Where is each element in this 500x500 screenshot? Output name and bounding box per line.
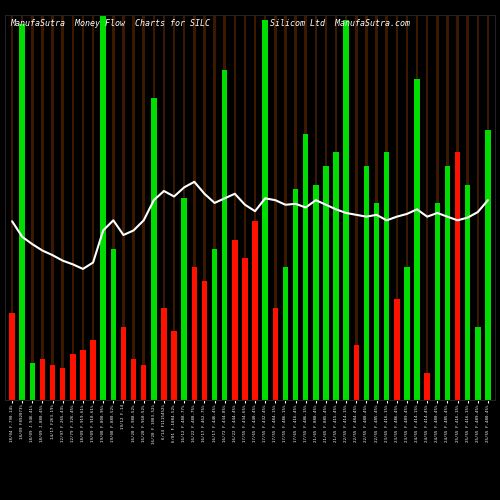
Bar xyxy=(376,15,378,400)
Bar xyxy=(476,15,479,400)
Bar xyxy=(172,332,177,400)
Bar xyxy=(485,130,490,400)
Bar xyxy=(214,15,216,400)
Bar xyxy=(52,15,54,400)
Bar xyxy=(374,203,380,400)
Bar xyxy=(274,15,276,400)
Bar xyxy=(334,152,339,400)
Bar xyxy=(314,15,317,400)
Bar xyxy=(161,308,166,400)
Bar xyxy=(242,258,248,400)
Bar xyxy=(466,15,469,400)
Bar xyxy=(82,15,84,400)
Bar xyxy=(142,15,145,400)
Bar xyxy=(406,15,408,400)
Bar xyxy=(50,365,56,400)
Bar xyxy=(335,15,338,400)
Bar xyxy=(303,134,308,400)
Bar xyxy=(414,79,420,400)
Bar xyxy=(436,15,438,400)
Bar xyxy=(456,15,459,400)
Bar xyxy=(152,15,155,400)
Bar xyxy=(90,340,96,400)
Bar xyxy=(222,70,228,400)
Bar xyxy=(264,15,266,400)
Bar xyxy=(396,15,398,400)
Bar xyxy=(92,15,94,400)
Bar xyxy=(486,15,489,400)
Bar xyxy=(193,15,196,400)
Bar xyxy=(446,15,448,400)
Bar xyxy=(293,189,298,400)
Bar xyxy=(100,15,106,400)
Bar xyxy=(173,15,176,400)
Bar xyxy=(11,15,14,400)
Bar xyxy=(80,350,86,400)
Bar xyxy=(465,184,470,400)
Text: ManufaSutra  Money Flow  Charts for SILC: ManufaSutra Money Flow Charts for SILC xyxy=(10,19,210,28)
Bar xyxy=(244,15,246,400)
Bar xyxy=(384,152,390,400)
Bar xyxy=(394,299,400,400)
Bar xyxy=(444,166,450,400)
Bar xyxy=(224,15,226,400)
Bar xyxy=(416,15,418,400)
Bar xyxy=(162,15,165,400)
Bar xyxy=(21,15,24,400)
Bar xyxy=(424,372,430,400)
Bar xyxy=(323,166,328,400)
Bar xyxy=(202,281,207,400)
Bar xyxy=(72,15,74,400)
Bar xyxy=(112,15,114,400)
Bar xyxy=(434,203,440,400)
Bar xyxy=(324,15,327,400)
Bar xyxy=(455,152,460,400)
Bar xyxy=(203,15,205,400)
Bar xyxy=(284,15,286,400)
Bar xyxy=(20,24,25,400)
Bar xyxy=(232,240,237,400)
Bar xyxy=(365,15,368,400)
Bar xyxy=(151,98,156,400)
Bar xyxy=(426,15,428,400)
Bar xyxy=(344,20,349,400)
Bar xyxy=(120,326,126,400)
Text: Silicom Ltd  ManufaSutra.com: Silicom Ltd ManufaSutra.com xyxy=(270,19,410,28)
Bar xyxy=(475,326,480,400)
Bar xyxy=(31,15,34,400)
Bar xyxy=(355,15,358,400)
Bar xyxy=(182,198,187,400)
Bar xyxy=(122,15,124,400)
Bar xyxy=(386,15,388,400)
Bar xyxy=(30,364,35,400)
Bar xyxy=(102,15,104,400)
Bar xyxy=(354,345,359,400)
Bar xyxy=(10,313,15,400)
Bar xyxy=(62,15,64,400)
Bar xyxy=(272,308,278,400)
Bar xyxy=(110,249,116,400)
Bar xyxy=(192,267,197,400)
Bar xyxy=(262,20,268,400)
Bar xyxy=(212,249,218,400)
Bar xyxy=(40,359,45,400)
Bar xyxy=(282,267,288,400)
Bar xyxy=(234,15,236,400)
Bar xyxy=(41,15,43,400)
Bar xyxy=(345,15,348,400)
Bar xyxy=(313,184,318,400)
Bar xyxy=(304,15,307,400)
Bar xyxy=(364,166,369,400)
Bar xyxy=(132,15,135,400)
Bar xyxy=(131,359,136,400)
Bar xyxy=(254,15,256,400)
Bar xyxy=(70,354,75,400)
Bar xyxy=(252,221,258,400)
Bar xyxy=(404,267,409,400)
Bar xyxy=(141,365,146,400)
Bar xyxy=(294,15,297,400)
Bar xyxy=(183,15,186,400)
Bar xyxy=(60,368,66,400)
